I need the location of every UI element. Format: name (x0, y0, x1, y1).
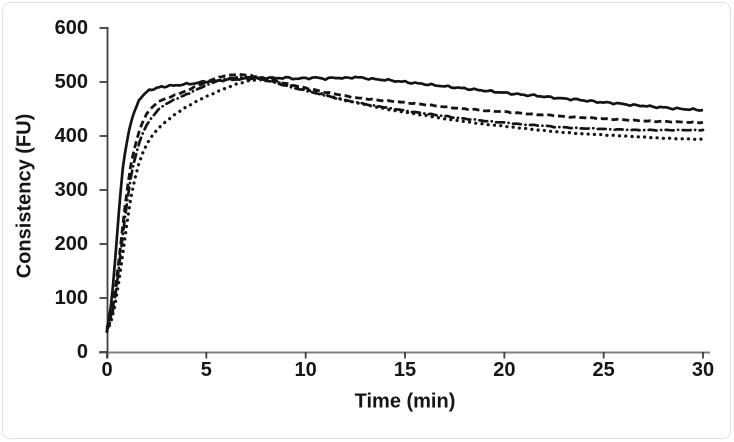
x-tick-label: 10 (294, 359, 317, 381)
series-dotted-line (105, 78, 705, 334)
series-solid-line (105, 75, 704, 328)
y-tick-label: 0 (76, 341, 88, 363)
x-tick-label: 30 (691, 359, 715, 381)
y-tick-label: 500 (54, 71, 88, 93)
series-dash-dot-line (105, 75, 705, 332)
x-axis-title: Time (min) (354, 390, 456, 413)
y-tick-label: 100 (54, 287, 88, 309)
x-tick-label: 0 (101, 359, 113, 381)
y-tick-label: 400 (54, 125, 88, 147)
y-tick-label: 200 (54, 233, 88, 255)
x-tick-label: 15 (393, 359, 417, 381)
x-tick-label: 20 (493, 359, 516, 381)
y-tick-label: 600 (54, 17, 88, 39)
y-axis-title: Consistency (FU) (13, 113, 36, 279)
x-tick-label: 25 (592, 359, 615, 381)
y-tick-label: 300 (54, 179, 88, 201)
series-dashed-line (105, 72, 704, 330)
x-tick-label: 5 (200, 359, 212, 381)
